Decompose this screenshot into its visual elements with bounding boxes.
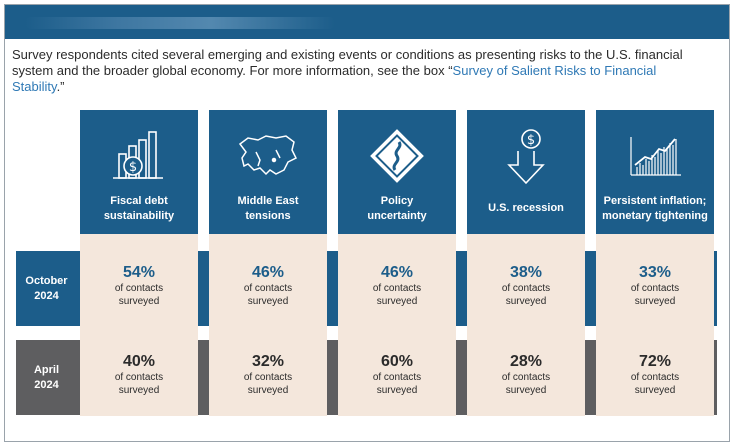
cell-apr-fiscal: 40% of contacts surveyed: [80, 340, 198, 415]
survey-link[interactable]: Survey of Salient Risks to Financial Sta…: [12, 63, 657, 94]
cell-apr-inflation: 72% of contacts surveyed: [596, 340, 714, 415]
svg-text:$: $: [527, 133, 535, 148]
rising-chart-icon: [596, 128, 714, 184]
percent-value: 33%: [638, 264, 672, 281]
down-arrow-dollar-icon: $: [467, 128, 585, 185]
cell-oct-middle-east: 46% of contacts surveyed: [209, 251, 327, 326]
title-bar: [5, 5, 729, 39]
percent-value: 54%: [122, 264, 156, 281]
cell-apr-policy: 60% of contacts surveyed: [338, 340, 456, 415]
bar-chart-dollar-icon: $: [80, 128, 198, 184]
percent-value: 40%: [122, 353, 156, 370]
header-policy-uncertainty: Policy uncertainty: [338, 110, 456, 234]
cell-oct-policy: 46% of contacts surveyed: [338, 251, 456, 326]
header-middle-east: Middle East tensions: [209, 110, 327, 234]
cell-apr-recession: 28% of contacts surveyed: [467, 340, 585, 415]
cell-oct-recession: 38% of contacts surveyed: [467, 251, 585, 326]
svg-text:$: $: [129, 160, 137, 175]
header-fiscal-debt: $ Fiscal debt sustainability: [80, 110, 198, 234]
cell-oct-fiscal: 54% of contacts surveyed: [80, 251, 198, 326]
header-persistent-inflation: Persistent inflation; monetary tightening: [596, 110, 714, 234]
blurred-title: [25, 17, 335, 29]
middle-east-map-icon: [209, 128, 327, 184]
winding-road-sign-icon: [338, 128, 456, 184]
percent-value: 46%: [380, 264, 414, 281]
row-label-october: October 2024: [16, 251, 77, 326]
cell-oct-inflation: 33% of contacts surveyed: [596, 251, 714, 326]
percent-value: 32%: [251, 353, 285, 370]
percent-value: 38%: [509, 264, 543, 281]
header-us-recession: $ U.S. recession: [467, 110, 585, 234]
cell-apr-middle-east: 32% of contacts surveyed: [209, 340, 327, 415]
row-label-april: April 2024: [16, 340, 77, 415]
percent-value: 60%: [380, 353, 414, 370]
percent-value: 72%: [638, 353, 672, 370]
intro-paragraph: Survey respondents cited several emergin…: [12, 47, 683, 94]
percent-value: 28%: [509, 353, 543, 370]
percent-value: 46%: [251, 264, 285, 281]
